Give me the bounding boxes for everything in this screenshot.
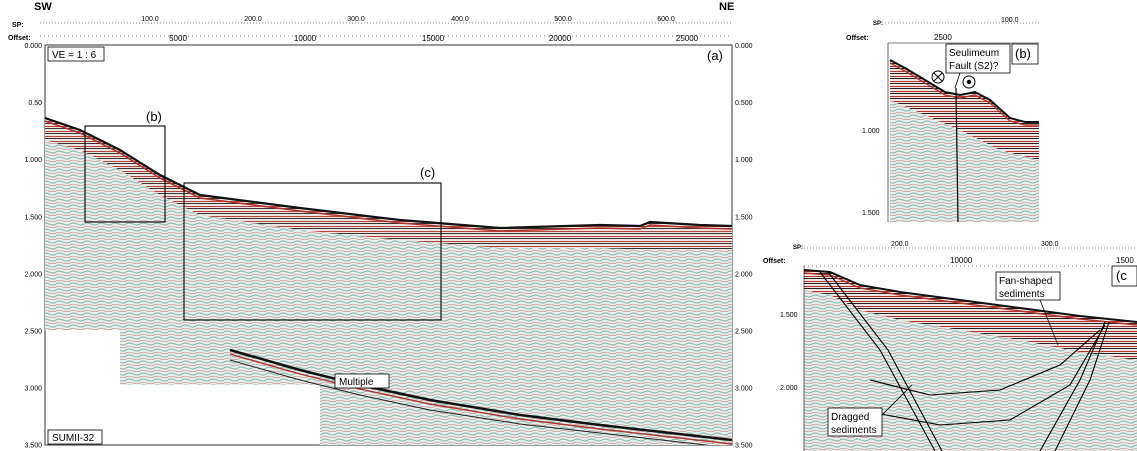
offset-tick: 5000: [169, 34, 187, 43]
seismic-section-a: [45, 116, 732, 445]
panel-a-tag: (a): [707, 48, 723, 63]
fan-label-box: [995, 271, 1061, 301]
time-tick-right: 0.000: [735, 43, 753, 50]
offset-tick: 25000: [676, 34, 699, 43]
fault-label-line1: Seulimeum: [949, 48, 999, 59]
direction-ne-label: NE: [719, 1, 734, 13]
line-name-box: [47, 429, 103, 445]
drag-label-box: [827, 407, 883, 437]
sp-tick: 400.0: [451, 16, 469, 23]
c-sp-axis-label: SP:: [793, 245, 803, 251]
fault-toward-icon: [962, 75, 976, 89]
time-axis-left: 0.000 0.50 1.000 1.500 2.000 2.500 3.000 3.500: [24, 43, 42, 450]
fan-label-line2: sediments: [999, 289, 1045, 300]
inset-box-c-tag: (c): [420, 165, 435, 180]
sp-tick: 500.0: [554, 16, 572, 23]
offset-tick: 20000: [549, 34, 572, 43]
offset-tick: 10000: [294, 34, 317, 43]
sp-tick-labels: 100.0 200.0 300.0 400.0 500.0 600.0: [141, 16, 675, 23]
time-tick-left: 0.000: [24, 43, 42, 50]
panel-b-tag-box: [1011, 43, 1039, 65]
time-tick-left: 1.000: [24, 157, 42, 164]
sp-tick: 600.0: [657, 16, 675, 23]
seismic-section-b: [889, 59, 1039, 223]
time-tick-right: 2.000: [735, 271, 753, 278]
offset-tick: 15000: [422, 34, 445, 43]
c-offset-tick-2: 1500: [1116, 256, 1134, 265]
c-time-tick-2: 2.000: [780, 385, 798, 392]
time-tick-right: 3.000: [735, 386, 753, 393]
sp-tick: 100.0: [141, 16, 159, 23]
sp-tick: 300.0: [347, 16, 365, 23]
fault-label-line2: Fault (S2)?: [949, 61, 999, 72]
inset-box-b: [84, 125, 166, 223]
fan-label-leader: [1039, 299, 1059, 346]
seismic-line-name: SUMII-32: [52, 433, 95, 444]
time-tick-left: 2.000: [24, 271, 42, 278]
c-sp-tick-1: 200.0: [891, 241, 909, 248]
c-offset-tick-1: 10000: [950, 256, 973, 265]
drag-label-leader: [881, 384, 913, 416]
time-axis-right: 0.000 0.500 1.000 1.500 2.000 2.500 3.000 3.500: [735, 43, 753, 450]
time-tick-right: 3.500: [735, 443, 753, 450]
time-tick-right: 1.500: [735, 214, 753, 221]
drag-label-line2: sediments: [831, 425, 877, 436]
time-tick-left: 2.500: [24, 329, 42, 336]
offset-tick-labels: 5000 10000 15000 20000 25000: [169, 34, 699, 43]
ve-label-box: [47, 46, 105, 62]
time-tick-left: 3.000: [24, 386, 42, 393]
direction-sw-label: SW: [34, 1, 52, 13]
panel-b-tag: (b): [1015, 46, 1031, 61]
time-tick-left: 0.50: [28, 100, 42, 107]
seismic-section-c: [803, 269, 1137, 451]
b-offset-axis-label: Offset:: [846, 35, 869, 42]
sp-axis-label: SP:: [12, 22, 24, 29]
b-offset-tick: 2500: [934, 33, 952, 42]
c-offset-axis-label: Offset:: [763, 258, 786, 265]
c-time-tick-1: 1.500: [780, 312, 798, 319]
panel-c-tag: (c: [1116, 268, 1127, 283]
inset-box-b-tag: (b): [146, 109, 162, 124]
fault-away-icon: [931, 70, 945, 84]
sp-tick: 200.0: [244, 16, 262, 23]
time-tick-left: 3.500: [24, 443, 42, 450]
time-tick-right: 1.000: [735, 157, 753, 164]
time-tick-left: 1.500: [24, 214, 42, 221]
panel-c-tag-box: [1111, 265, 1137, 287]
offset-axis-label: Offset:: [8, 35, 31, 42]
b-sp-tick: 100.0: [1001, 17, 1019, 24]
vertical-exaggeration-label: VE = 1 : 6: [52, 50, 97, 61]
fault-label-box: [945, 43, 1011, 74]
fault-label-leader: [954, 72, 961, 89]
fan-label-line1: Fan-shaped: [999, 276, 1052, 287]
b-time-tick-2: 1.500: [862, 210, 880, 217]
time-tick-right: 2.500: [735, 329, 753, 336]
c-sp-tick-2: 300.0: [1041, 241, 1059, 248]
drag-label-line1: Dragged: [831, 412, 869, 423]
inset-box-c: [183, 182, 442, 321]
b-sp-axis-label: SP:: [873, 21, 883, 27]
multiple-label-box: [334, 373, 390, 389]
multiple-label: Multiple: [339, 377, 374, 388]
b-time-tick-1: 1.000: [862, 128, 880, 135]
time-tick-right: 0.500: [735, 100, 753, 107]
